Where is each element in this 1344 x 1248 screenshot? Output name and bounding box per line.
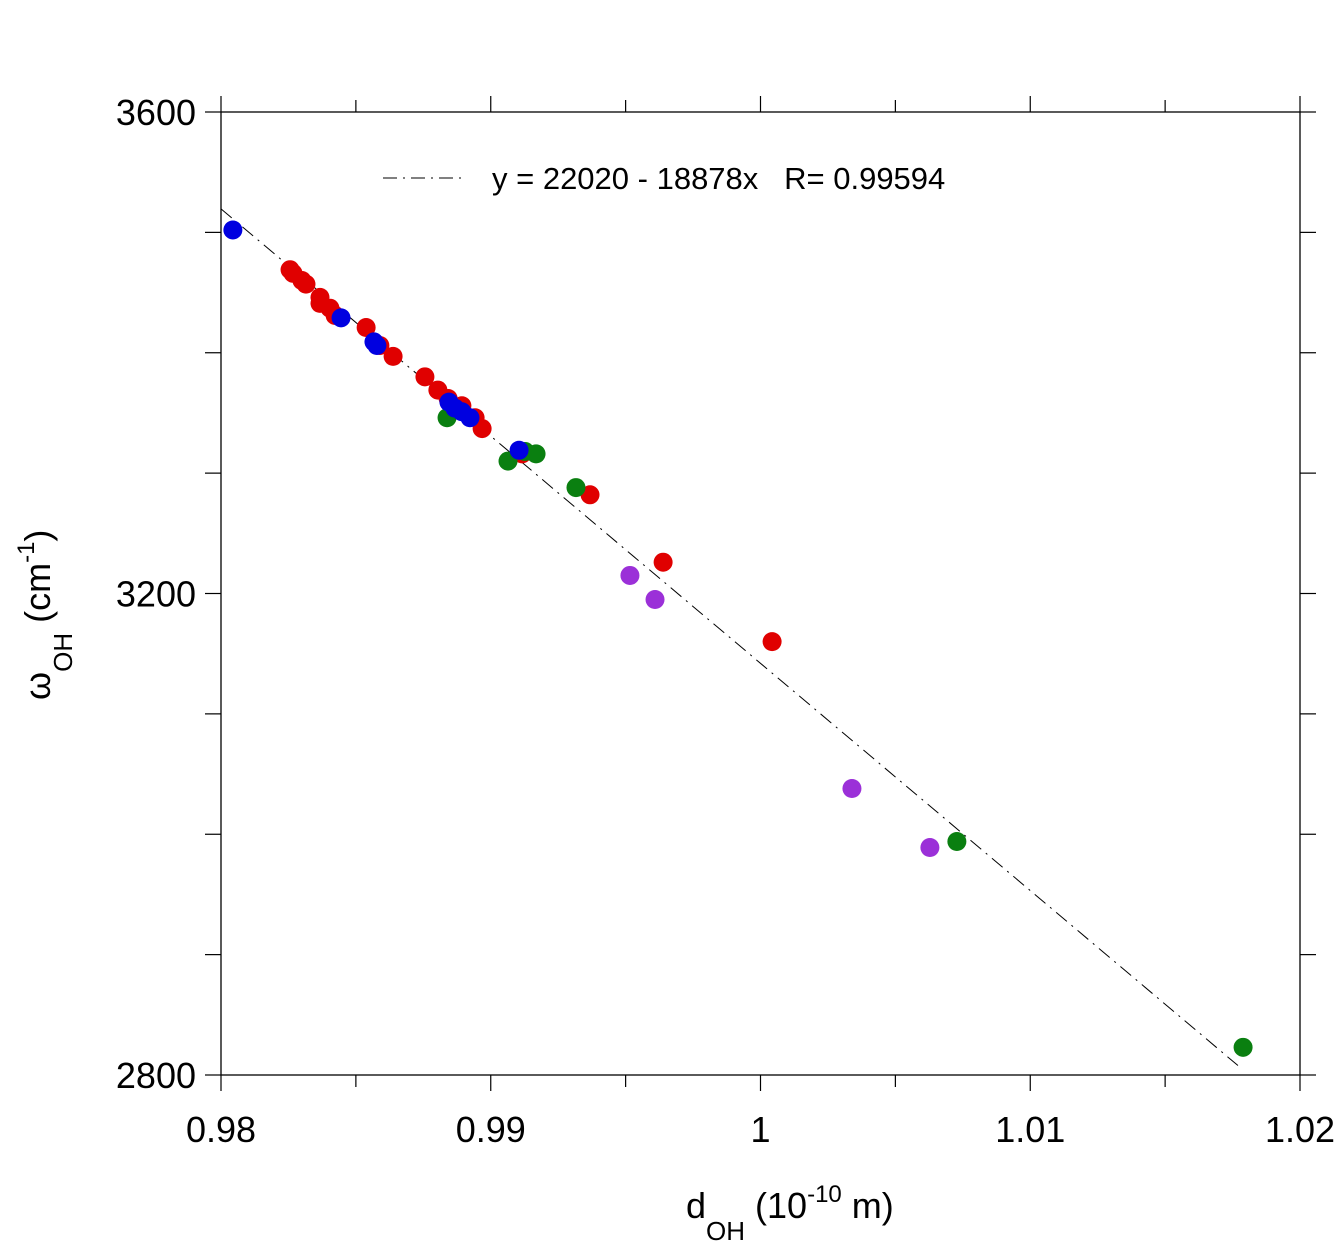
y-axis-label: ωOH (cm-1) [13,530,78,700]
y-tick-label: 3200 [116,574,196,615]
data-point-red [356,317,376,337]
x-tick-label: 1 [750,1109,770,1150]
data-point-blue [331,308,351,328]
data-point-red [415,367,435,387]
data-point-red [472,419,492,439]
data-point-green [526,444,546,464]
data-point-blue [509,440,529,460]
data-point-red [762,632,782,652]
data-point-blue [367,336,387,356]
y-tick-label: 3600 [116,92,196,133]
plot-frame [220,111,1301,1076]
data-point-green [1233,1037,1253,1057]
data-point-green [947,831,967,851]
data-point-blue [223,220,243,240]
data-point-purple [920,837,940,857]
data-point-blue [460,408,480,428]
x-tick-label: 0.99 [456,1109,526,1150]
x-axis-label: dOH (10-10 m) [686,1181,894,1246]
data-point-red [383,346,403,366]
x-tick-label: 1.01 [995,1109,1065,1150]
x-tick-label: 1.02 [1265,1109,1335,1150]
fit-line [220,208,1239,1066]
data-point-purple [620,565,640,585]
legend-label: y = 22020 - 18878x R= 0.99594 [492,161,945,196]
y-tick-label: 2800 [116,1055,196,1096]
data-point-purple [842,779,862,799]
data-point-purple [645,590,665,610]
data-point-red [296,274,316,294]
data-point-green [566,478,586,498]
data-point-red [653,552,673,572]
data-point-red [580,485,600,505]
x-tick-label: 0.98 [186,1109,256,1150]
